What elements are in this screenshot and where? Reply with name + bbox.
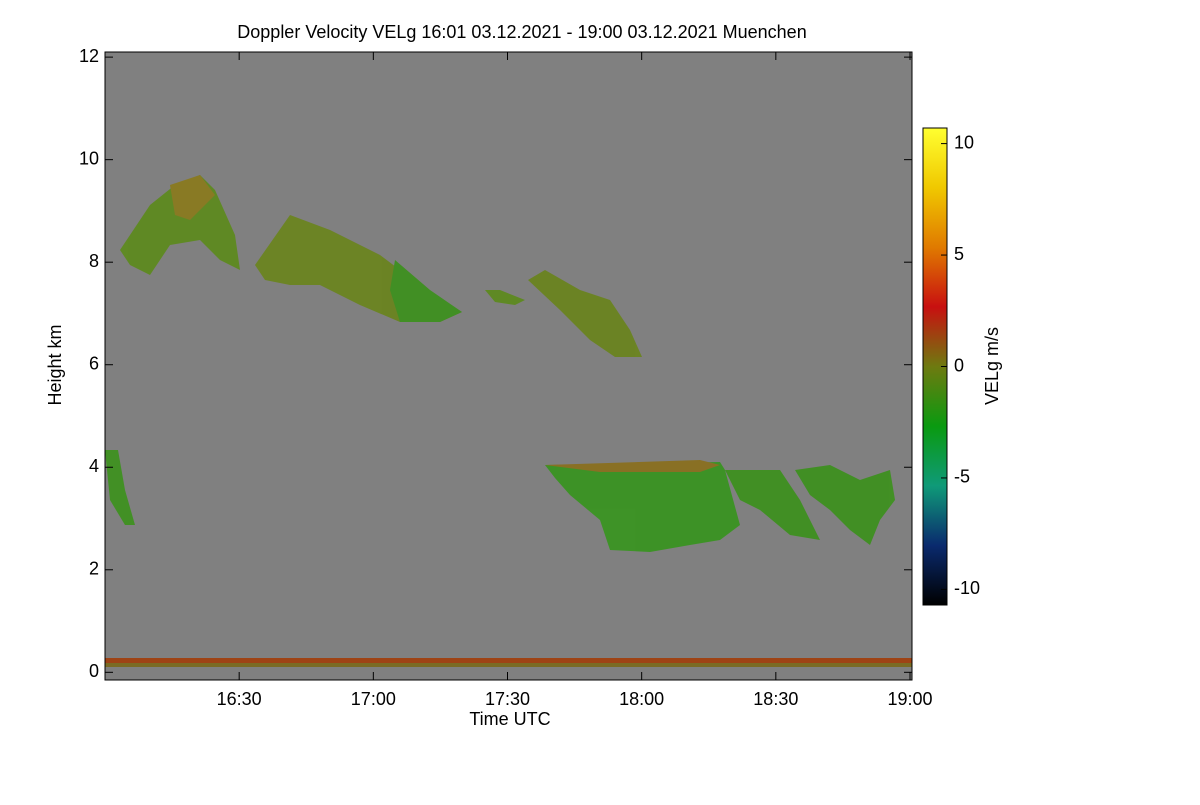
colorbar-tick-label: 10: [954, 132, 974, 152]
x-tick-label: 19:00: [887, 689, 932, 709]
y-tick-label: 2: [89, 559, 99, 579]
cloud: [545, 462, 740, 552]
cloud: [390, 260, 462, 322]
cloud: [795, 465, 895, 545]
x-tick-label: 16:30: [217, 689, 262, 709]
colorbar-tick-label: -10: [954, 578, 980, 598]
cloud: [105, 450, 135, 525]
colorbar-tick-label: 0: [954, 355, 964, 375]
x-tick-label: 18:00: [619, 689, 664, 709]
y-tick-label: 6: [89, 353, 99, 373]
cloud: [725, 470, 820, 540]
x-tick-label: 17:00: [351, 689, 396, 709]
y-tick-label: 12: [79, 46, 99, 66]
y-tick-label: 0: [89, 661, 99, 681]
colorbar-tick-label: 5: [954, 244, 964, 264]
x-tick-label: 18:30: [753, 689, 798, 709]
plot-frame: [104, 51, 913, 681]
colorbar-tick-label: -5: [954, 467, 970, 487]
y-tick-label: 4: [89, 456, 99, 476]
echo-regions: [105, 175, 912, 667]
cloud: [528, 270, 642, 357]
cloud: [170, 175, 215, 220]
y-tick-label: 8: [89, 251, 99, 271]
ground-echo: [105, 658, 912, 663]
x-axis-label: Time UTC: [469, 709, 550, 729]
y-tick-label: 10: [79, 148, 99, 168]
colorbar-label: VELg m/s: [982, 327, 1002, 405]
y-axis-label: Height km: [45, 324, 65, 405]
x-tick-label: 17:30: [485, 689, 530, 709]
cloud: [545, 460, 720, 472]
ground-echo: [105, 663, 912, 667]
plot-area: [105, 52, 912, 680]
cloud: [485, 290, 525, 305]
chart-title: Doppler Velocity VELg 16:01 03.12.2021 -…: [237, 22, 806, 42]
